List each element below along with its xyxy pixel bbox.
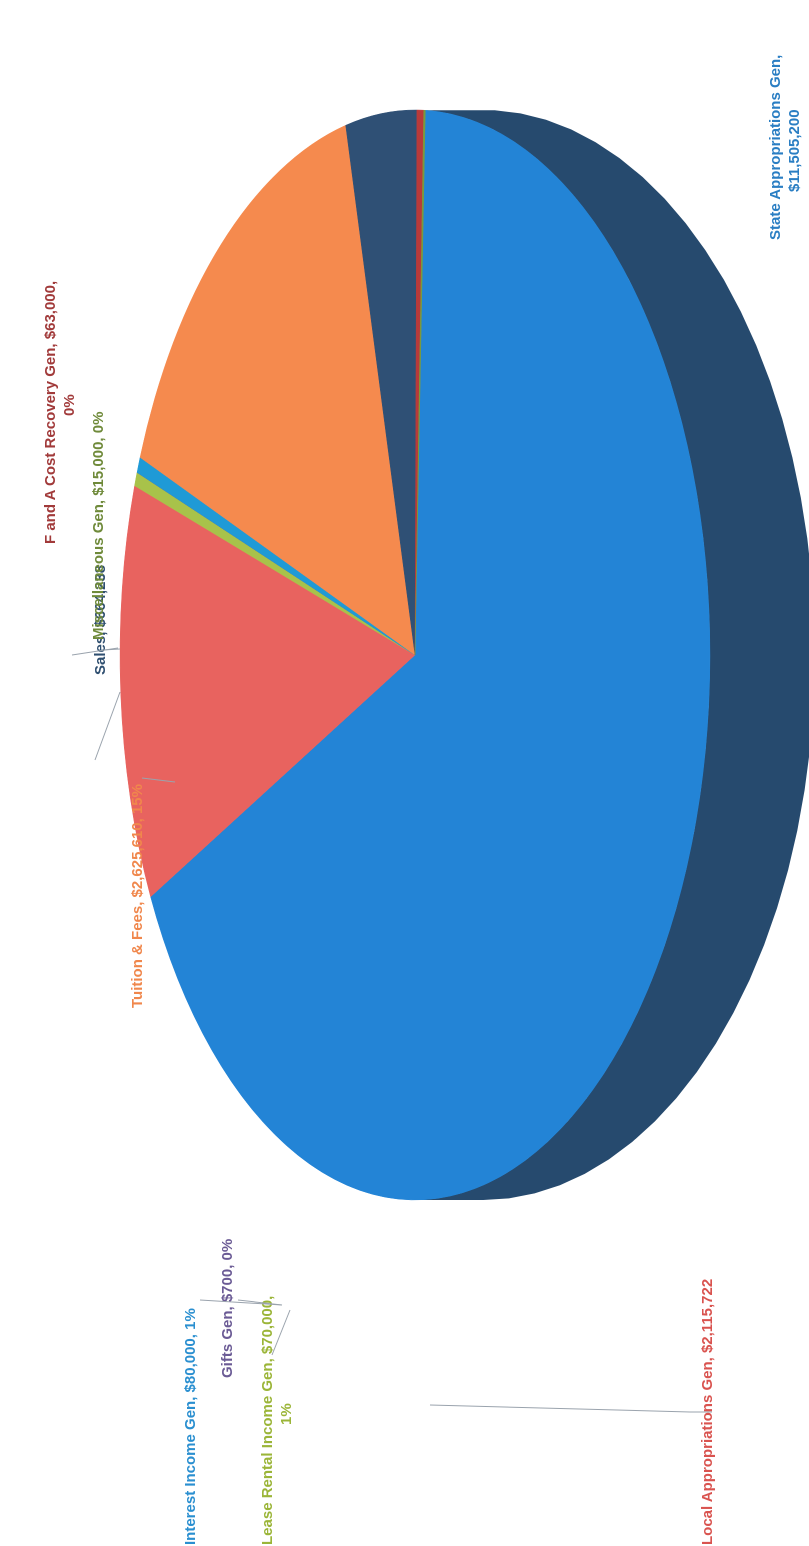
label-gifts-gen: Gifts Gen, $700, 0% (219, 1239, 236, 1378)
label-interest-income-gen: Interest Income Gen, $80,000, 1% (182, 1308, 199, 1545)
label-tuition-and-fees: Tuition & Fees, $2,625,610, 15% (129, 784, 146, 1008)
label-state-appropriations-gen: State Appropriations Gen, $11,505,200 (767, 55, 803, 240)
leader-sales (95, 692, 120, 760)
leader-local-appropriations-gen (430, 1405, 712, 1412)
label-miscellaneous-gen: Miscellaneous Gen, $15,000, 0% (90, 412, 107, 640)
pie-top (120, 110, 710, 1200)
label-lease-rental-income-gen: Lease Rental Income Gen, $70,000, 1% (259, 1296, 295, 1545)
label-local-appropriations-gen: Local Appropriations Gen, $2,115,722 (699, 1279, 716, 1545)
label-f-and-a-cost-recovery-gen: F and A Cost Recovery Gen, $63,000, 0% (42, 281, 78, 544)
